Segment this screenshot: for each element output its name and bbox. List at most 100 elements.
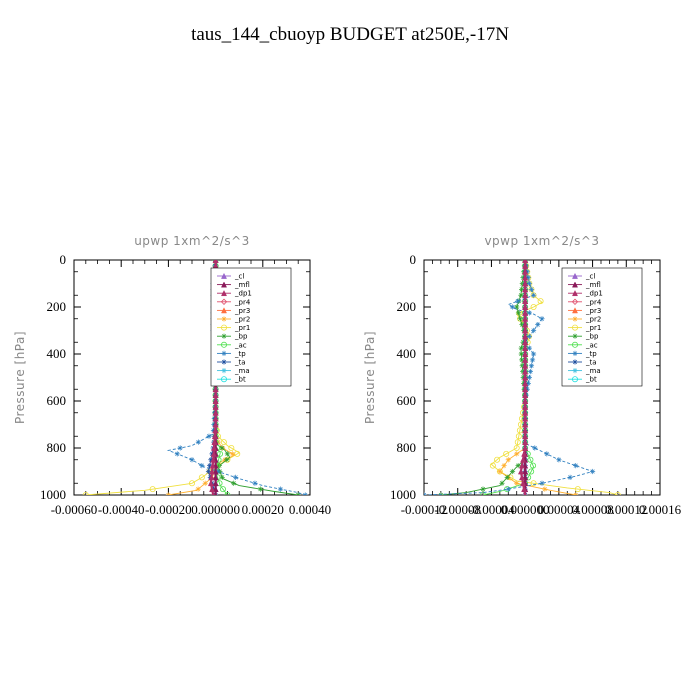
data-point	[522, 333, 529, 340]
data-point	[515, 298, 521, 304]
data-point	[149, 486, 156, 493]
data-point	[525, 275, 531, 281]
data-point	[211, 444, 218, 451]
legend: _cl_mfl_dp1_pr4_pr3_pr2_pr1_bp_ac_tp_ta_…	[561, 267, 643, 387]
data-point	[165, 492, 171, 495]
data-point	[224, 451, 230, 457]
y-axis-label: Pressure [hPa]	[363, 331, 377, 424]
data-point	[530, 292, 537, 298]
data-point	[514, 480, 520, 486]
data-point	[556, 457, 562, 463]
data-point	[513, 444, 520, 451]
data-point	[277, 486, 284, 492]
legend-item-bt: _bt	[217, 376, 246, 384]
y-tick-label: 0	[410, 252, 417, 267]
data-point	[530, 480, 537, 487]
data-point	[522, 274, 529, 281]
data-point	[527, 456, 534, 463]
legend-label: _ma	[234, 367, 250, 375]
data-point	[518, 462, 525, 469]
legend-swatch-marker	[572, 359, 578, 365]
data-point	[202, 480, 208, 486]
data-point	[188, 480, 195, 487]
data-point	[522, 280, 529, 287]
data-point	[212, 386, 219, 393]
legend-label: _tp	[585, 350, 597, 358]
data-point	[522, 339, 529, 346]
data-point	[219, 445, 225, 451]
data-point	[514, 439, 521, 446]
data-point	[302, 492, 308, 495]
data-point	[229, 451, 236, 457]
data-point	[518, 345, 524, 351]
x-tick-label: 0.00008	[571, 502, 613, 517]
data-point	[503, 450, 510, 457]
data-point	[212, 403, 219, 410]
data-point	[522, 368, 529, 375]
legend-item-pr3: _pr3	[568, 307, 601, 315]
legend-item-ma: _ma	[217, 367, 250, 375]
data-point	[212, 415, 219, 422]
chart-panel-1: upwp 1xm^2/s^3 Pressure [hPa] 0 200 400 600 80…	[13, 234, 331, 517]
legend-item-pr2: _pr2	[217, 316, 250, 324]
data-point	[522, 391, 529, 398]
data-point	[220, 439, 227, 446]
legend-swatch-marker	[220, 341, 227, 348]
legend-swatch-marker	[571, 290, 579, 297]
data-point	[521, 485, 528, 492]
data-point	[519, 322, 525, 328]
legend-label: _pr1	[234, 324, 250, 332]
data-point	[208, 457, 214, 463]
legend-swatch-marker	[571, 281, 579, 288]
data-point	[518, 351, 524, 357]
data-point	[518, 292, 524, 298]
data-point	[494, 456, 501, 463]
y-tick-label: 1000	[40, 487, 66, 502]
figure-title: taus_144_cbuoyp BUDGET at250E,-17N	[191, 24, 509, 45]
legend-label: _ma	[585, 367, 601, 375]
legend-item-pr1: _pr1	[568, 324, 601, 332]
data-point	[82, 492, 89, 495]
legend-label: _cl	[585, 273, 595, 281]
data-point	[189, 457, 195, 463]
data-point	[535, 322, 541, 328]
x-tick-label: -0.00004	[468, 502, 515, 517]
legend-item-ac: _ac	[568, 341, 598, 349]
data-point	[212, 260, 219, 263]
data-point	[526, 280, 532, 287]
data-point	[522, 362, 529, 369]
data-point	[527, 369, 534, 375]
legend-item-pr4: _pr4	[568, 298, 602, 306]
data-point	[212, 421, 219, 428]
legend-item-ta: _ta	[568, 359, 597, 367]
chart-panel-2: vpwp 1xm^2/s^3 Pressure [hPa] 0 200 400 600 80…	[363, 234, 682, 517]
data-point	[573, 463, 579, 469]
legend-item-dp1: _dp1	[217, 290, 252, 298]
legend-label: _tp	[234, 350, 246, 358]
legend-swatch-marker	[220, 324, 227, 331]
legend-item-dp1: _dp1	[568, 290, 603, 298]
data-point	[530, 303, 537, 310]
legend-swatch-marker	[220, 298, 228, 305]
panel-title: upwp 1xm^2/s^3	[134, 234, 250, 248]
data-point	[539, 480, 545, 486]
data-point	[210, 450, 217, 457]
data-point	[521, 450, 528, 457]
legend-box	[561, 267, 643, 387]
data-point	[522, 415, 529, 422]
data-point	[514, 451, 520, 457]
legend-swatch-marker	[571, 307, 579, 314]
legend-label: _pr4	[234, 298, 251, 306]
legend: _cl_mfl_dp1_pr4_pr3_pr2_pr1_bp_ac_tp_ta_…	[210, 267, 292, 387]
data-point	[207, 463, 213, 469]
data-point	[215, 468, 221, 475]
data-point	[522, 403, 529, 410]
legend-swatch-marker	[572, 341, 579, 348]
legend-label: _mfl	[585, 281, 601, 289]
legend-label: _pr3	[585, 307, 601, 315]
data-point	[614, 492, 621, 495]
data-point	[526, 333, 532, 339]
data-point	[195, 486, 201, 492]
legend-box	[210, 267, 292, 387]
data-point	[539, 316, 545, 322]
